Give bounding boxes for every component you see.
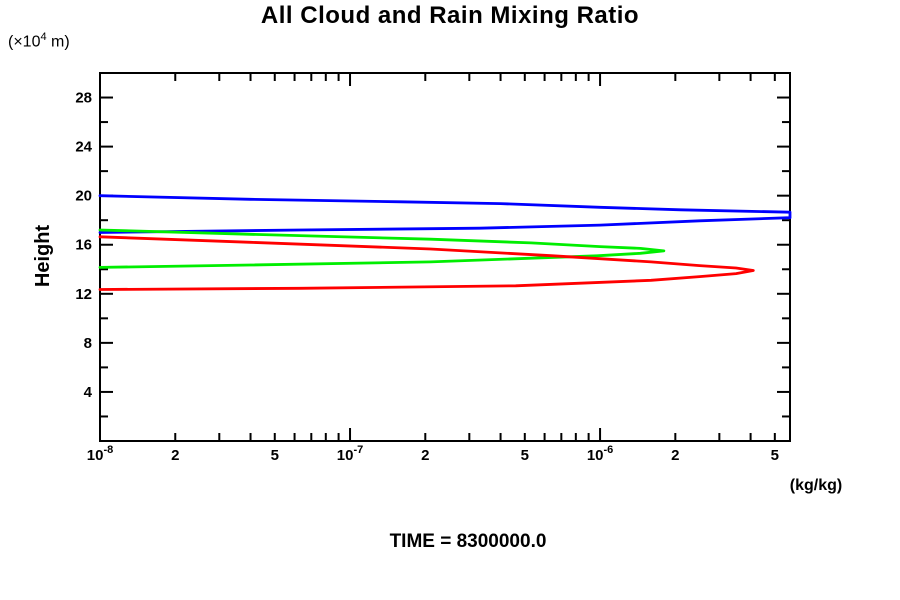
- tick-label: 2: [171, 447, 179, 464]
- y-unit-exponent: 4: [40, 31, 47, 43]
- tick-label: 16: [75, 237, 92, 254]
- chart-title: All Cloud and Rain Mixing Ratio: [260, 2, 640, 29]
- profile-green: [98, 228, 666, 269]
- tick-label: 4: [84, 384, 93, 401]
- profile-red: [98, 235, 755, 291]
- tick-label: 10-7: [337, 444, 363, 464]
- x-axis-unit-label: (kg/kg): [789, 477, 843, 494]
- tick-label: 20: [75, 188, 92, 205]
- y-axis-unit-label: (×104 m): [8, 31, 70, 51]
- y-unit-suffix: m): [46, 33, 70, 51]
- y-unit-prefix: (×10: [8, 33, 41, 51]
- x-axis: 10-8 2 5 10-7 2 5 10-6 2 5: [87, 73, 779, 464]
- y-axis-title: Height: [32, 224, 54, 288]
- tick-label: 12: [75, 286, 92, 303]
- tick-label: 10-8: [87, 444, 113, 464]
- profile-blue: [98, 194, 792, 234]
- tick-label: 5: [271, 447, 279, 464]
- series-group: [98, 194, 792, 291]
- time-annotation: TIME = 8300000.0: [389, 531, 547, 552]
- y-axis: 4 8 12 16 20 24 28: [75, 90, 790, 418]
- tick-label: 24: [75, 139, 92, 156]
- tick-label: 2: [671, 447, 679, 464]
- tick-label: 8: [84, 335, 92, 352]
- tick-label: 2: [421, 447, 429, 464]
- plot-frame: [99, 72, 791, 442]
- tick-label: 5: [771, 447, 779, 464]
- tick-label: 5: [521, 447, 529, 464]
- tick-label: 28: [75, 90, 92, 107]
- tick-label: 10-6: [587, 444, 613, 464]
